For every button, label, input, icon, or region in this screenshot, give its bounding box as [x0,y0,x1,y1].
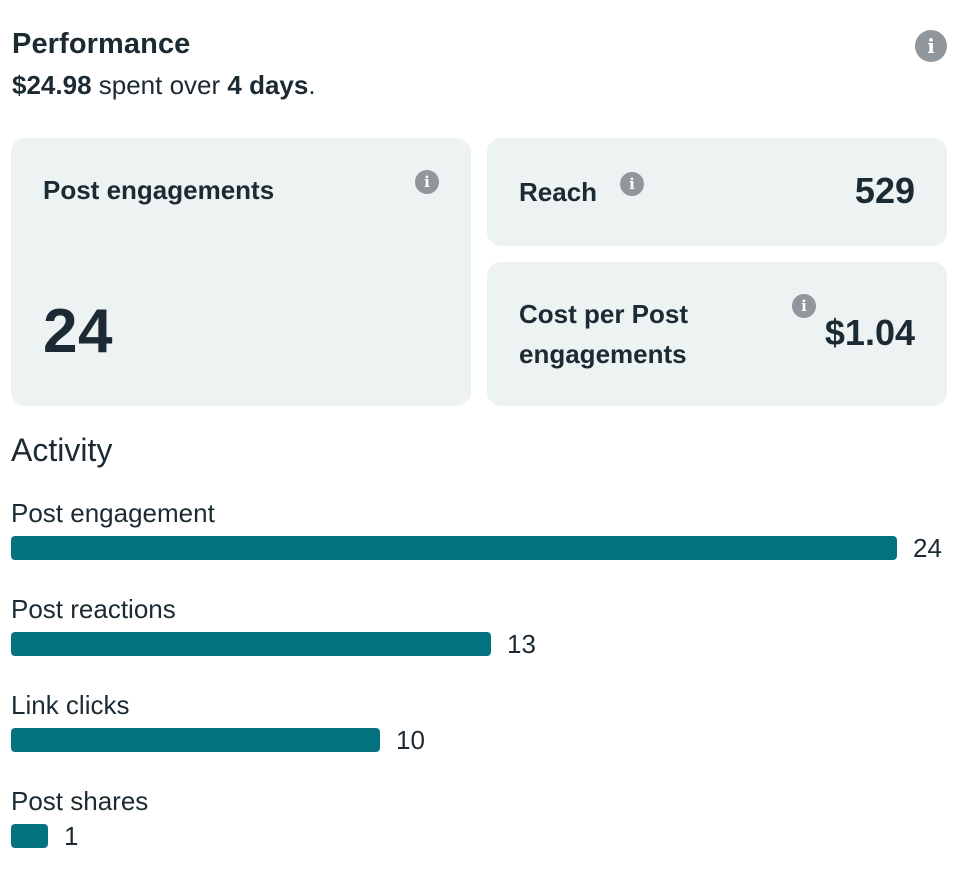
activity-bar [11,824,48,848]
performance-title: Performance [12,28,191,60]
activity-bar-line: 10 [11,724,961,755]
spent-amount: $24.98 [12,70,92,100]
activity-bar-value: 13 [507,628,536,659]
activity-row-label: Post reactions [11,594,176,624]
activity-bar [11,536,897,560]
activity-row: Link clicks 10 [11,688,961,755]
performance-info-icon[interactable]: i [915,30,947,62]
performance-summary: $24.98 spent over 4 days. [12,70,316,101]
cost-per-engagement-info-icon[interactable]: i [792,294,816,318]
cost-per-engagement-label: Cost per Post engagements [519,299,689,369]
activity-row: Post reactions 13 [11,592,961,659]
cost-per-engagement-card: Cost per Post engagements i $1.04 [487,262,947,406]
activity-bar-value: 24 [913,532,942,563]
reach-value: 529 [854,170,915,211]
post-engagements-card: Post engagements i 24 [11,138,471,406]
activity-title: Activity [11,432,113,468]
activity-bar-line: 24 [11,532,961,563]
post-engagements-info-icon[interactable]: i [415,170,439,194]
reach-label: Reach [519,177,598,207]
activity-bar [11,632,491,656]
activity-bar-line: 1 [11,820,961,851]
post-engagements-value: 24 [43,297,113,366]
activity-row-label: Link clicks [11,690,130,720]
activity-bar-line: 13 [11,628,961,659]
activity-row-label: Post engagement [11,498,215,528]
reach-info-icon[interactable]: i [620,172,644,196]
reach-card: Reach i 529 [487,138,947,246]
activity-row: Post shares 1 [11,784,961,851]
activity-row: Post engagement 24 [11,496,961,563]
activity-row-label: Post shares [11,786,149,816]
activity-bar-value: 1 [64,820,79,851]
spent-days: 4 days [227,70,309,100]
activity-bar [11,728,380,752]
summary-period: . [308,70,316,100]
cost-per-engagement-value: $1.04 [824,312,915,353]
activity-bar-value: 10 [396,724,425,755]
post-engagements-label: Post engagements [43,175,275,205]
spent-text: spent over [91,70,228,100]
